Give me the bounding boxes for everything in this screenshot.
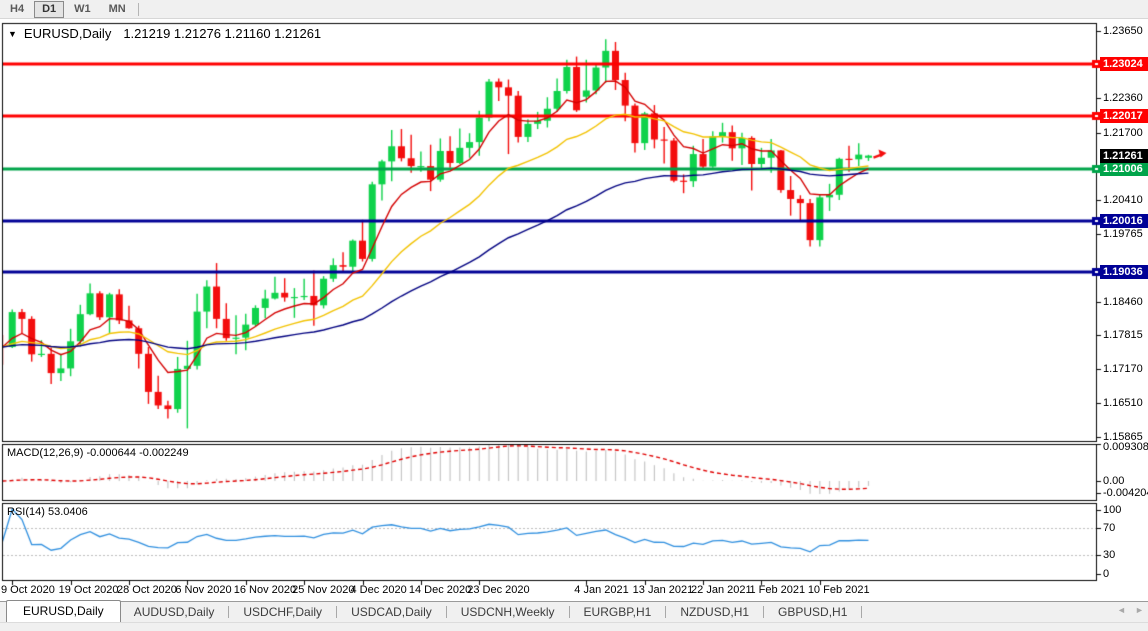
price-tick-label: 1.23650 bbox=[1103, 25, 1143, 38]
chart-title: ▼ EURUSD,Daily 1.21219 1.21276 1.21160 1… bbox=[8, 26, 321, 41]
tab-gbpusd-h1[interactable]: GBPUSD,H1 bbox=[778, 605, 848, 619]
collapse-triangle-icon[interactable]: ▼ bbox=[8, 28, 17, 39]
tab-usdcnh-weekly[interactable]: USDCNH,Weekly bbox=[460, 605, 555, 619]
chart-symbol-label: EURUSD,Daily bbox=[23, 26, 112, 41]
tab-eurusd-daily[interactable]: EURUSD,Daily bbox=[6, 600, 121, 623]
price-line-label: 1.22017 bbox=[1100, 109, 1148, 124]
macd-indicator-label: MACD(12,26,9) -0.000644 -0.002249 bbox=[7, 447, 189, 459]
toolbar-separator bbox=[137, 2, 139, 16]
price-tick-label: 1.16510 bbox=[1103, 397, 1143, 410]
date-label: 28 Oct 2020 bbox=[116, 584, 177, 596]
date-label: 23 Dec 2020 bbox=[467, 584, 530, 596]
tab-usdchf-daily[interactable]: USDCHF,Daily bbox=[243, 605, 323, 619]
date-label: 13 Jan 2021 bbox=[632, 584, 694, 596]
rsi-axis-label: 0 bbox=[1103, 568, 1110, 581]
date-label: 4 Jan 2021 bbox=[574, 584, 629, 596]
price-line-label: 1.23024 bbox=[1100, 56, 1148, 71]
date-label: 10 Feb 2021 bbox=[807, 584, 870, 596]
macd-axis-label: 0.009308 bbox=[1103, 441, 1148, 453]
tab-scroll-right-icon[interactable]: ► bbox=[1135, 605, 1144, 615]
rsi-axis-label: 30 bbox=[1103, 548, 1116, 561]
date-label: 14 Dec 2020 bbox=[408, 584, 472, 596]
chart-ohlc-values: 1.21219 1.21276 1.21160 1.21261 bbox=[123, 26, 322, 41]
timeframe-button-w1[interactable]: W1 bbox=[74, 2, 91, 15]
date-label: 25 Nov 2020 bbox=[292, 584, 355, 596]
date-label: 6 Nov 2020 bbox=[175, 584, 232, 596]
date-label: 19 Oct 2020 bbox=[58, 584, 119, 596]
price-tick-label: 1.15865 bbox=[1103, 430, 1143, 443]
date-label: 9 Oct 2020 bbox=[1, 584, 55, 596]
date-label: 4 Dec 2020 bbox=[350, 584, 407, 596]
chart-tab-bar: EURUSD,Daily AUDUSD,Daily USDCHF,Daily USDC… bbox=[0, 600, 1148, 623]
current-price-label: 1.21261 bbox=[1100, 148, 1148, 163]
price-tick-label: 1.21700 bbox=[1103, 126, 1143, 139]
timeframe-button-h4[interactable]: H4 bbox=[10, 2, 25, 15]
tab-separator bbox=[336, 606, 338, 618]
timeframe-toolbar: H4 D1 W1 MN bbox=[0, 0, 1148, 19]
price-tick-label: 1.17170 bbox=[1103, 362, 1143, 375]
tab-eurgbp-h1[interactable]: EURGBP,H1 bbox=[583, 605, 652, 619]
tab-separator bbox=[228, 606, 230, 618]
tab-separator bbox=[568, 606, 570, 618]
tab-usdcad-daily[interactable]: USDCAD,Daily bbox=[351, 605, 432, 619]
date-label: 1 Feb 2021 bbox=[749, 584, 806, 596]
rsi-indicator-label: RSI(14) 53.0406 bbox=[7, 506, 88, 518]
price-tick-label: 1.19765 bbox=[1103, 227, 1143, 240]
price-tick-label: 1.17815 bbox=[1103, 329, 1143, 342]
macd-axis-label: -0.004204 bbox=[1103, 487, 1148, 499]
date-label: 16 Nov 2020 bbox=[233, 584, 297, 596]
rsi-axis-label: 100 bbox=[1103, 504, 1122, 516]
tab-separator bbox=[445, 606, 447, 618]
price-line-label: 1.20016 bbox=[1100, 213, 1148, 228]
tab-nzdusd-h1[interactable]: NZDUSD,H1 bbox=[680, 605, 750, 619]
tab-separator bbox=[763, 606, 765, 618]
timeframe-button-d1[interactable]: D1 bbox=[34, 0, 65, 18]
tab-audusd-daily[interactable]: AUDUSD,Daily bbox=[133, 605, 215, 619]
tab-separator bbox=[861, 606, 863, 618]
price-line-label: 1.21006 bbox=[1100, 161, 1148, 176]
rsi-axis-label: 70 bbox=[1103, 522, 1116, 535]
price-tick-label: 1.22360 bbox=[1103, 92, 1143, 105]
price-tick-label: 1.18460 bbox=[1103, 295, 1143, 308]
timeframe-button-mn[interactable]: MN bbox=[108, 2, 126, 15]
macd-axis-label: 0.00 bbox=[1103, 475, 1125, 487]
tab-scroll-left-icon[interactable]: ◄ bbox=[1117, 605, 1126, 615]
price-line-label: 1.19036 bbox=[1100, 264, 1148, 279]
date-label: 22 Jan 2021 bbox=[691, 584, 752, 596]
bottom-strip bbox=[0, 622, 1148, 631]
price-tick-label: 1.20410 bbox=[1103, 193, 1143, 206]
tab-separator bbox=[665, 606, 667, 618]
